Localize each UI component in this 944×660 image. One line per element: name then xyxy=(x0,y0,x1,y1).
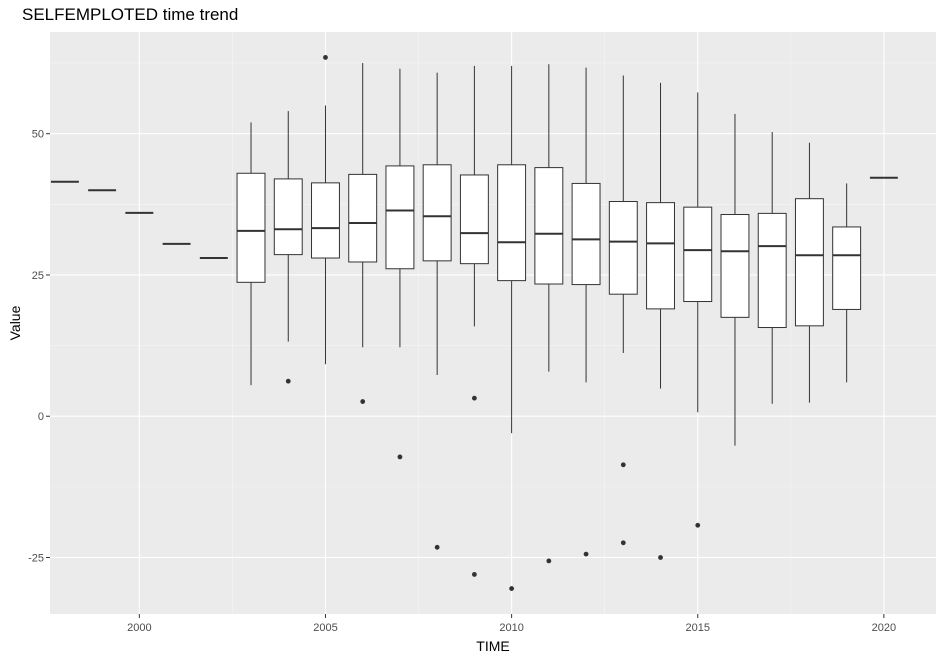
box-iqr xyxy=(608,201,638,295)
box-iqr xyxy=(646,202,675,310)
y-tick-label: 0 xyxy=(38,411,44,423)
outlier-point xyxy=(658,555,663,560)
box-2015 xyxy=(683,92,713,528)
box-2005 xyxy=(311,55,340,365)
y-axis-title: Value xyxy=(7,305,23,340)
x-tick-label: 2020 xyxy=(872,622,896,634)
box-iqr xyxy=(311,182,340,259)
box-iqr xyxy=(757,212,787,329)
box-2019 xyxy=(832,183,862,383)
x-tick-label: 2015 xyxy=(686,622,710,634)
boxes xyxy=(50,55,898,591)
box-iqr xyxy=(571,182,601,286)
box-iqr xyxy=(236,172,266,283)
box-iqr xyxy=(720,214,750,318)
outlier-point xyxy=(434,544,440,550)
outlier-point xyxy=(471,572,477,577)
box-iqr xyxy=(794,198,824,327)
box-2009 xyxy=(459,65,489,577)
box-iqr xyxy=(832,226,862,310)
x-tick-label: 2005 xyxy=(313,622,337,634)
box-iqr xyxy=(534,167,564,285)
outlier-point xyxy=(397,454,403,460)
x-axis-title: TIME xyxy=(476,638,509,654)
box-2013 xyxy=(608,75,638,546)
box-2006 xyxy=(348,63,378,404)
outlier-point xyxy=(323,55,328,60)
box-2016 xyxy=(720,113,750,446)
box-2014 xyxy=(646,82,675,560)
box-2017 xyxy=(757,132,787,404)
outlier-point xyxy=(695,522,701,528)
axes: 2000 2005 2010 2015 2020 -25 0 25 50 xyxy=(28,129,896,634)
outlier-point xyxy=(471,395,477,401)
outlier-point xyxy=(509,586,515,591)
box-2010 xyxy=(497,65,527,591)
plot-panel xyxy=(50,32,936,614)
y-tick-label: 25 xyxy=(32,270,44,282)
outlier-point xyxy=(583,551,589,557)
x-tick-label: 2000 xyxy=(127,622,151,634)
box-iqr xyxy=(683,206,713,303)
outlier-point xyxy=(620,462,626,468)
box-iqr xyxy=(348,173,378,263)
box-2008 xyxy=(422,72,452,550)
box-2018 xyxy=(794,142,824,403)
x-tick-label: 2010 xyxy=(499,622,523,634)
box-2011 xyxy=(534,64,564,564)
box-iqr xyxy=(385,165,415,270)
outlier-point xyxy=(546,558,552,564)
box-iqr xyxy=(459,174,489,265)
y-tick-label: 50 xyxy=(32,129,44,141)
chart-title: SELFEMPLOTED time trend xyxy=(22,5,239,24)
box-iqr xyxy=(273,178,303,256)
outlier-point xyxy=(620,540,626,546)
box-2012 xyxy=(571,67,601,557)
y-tick-label: -25 xyxy=(28,552,44,564)
box-2003 xyxy=(236,122,266,386)
box-iqr xyxy=(422,164,452,262)
box-iqr xyxy=(497,164,527,282)
box-2004 xyxy=(273,111,303,384)
outlier-point xyxy=(285,378,291,384)
box-2007 xyxy=(385,68,415,460)
outlier-point xyxy=(360,399,366,404)
